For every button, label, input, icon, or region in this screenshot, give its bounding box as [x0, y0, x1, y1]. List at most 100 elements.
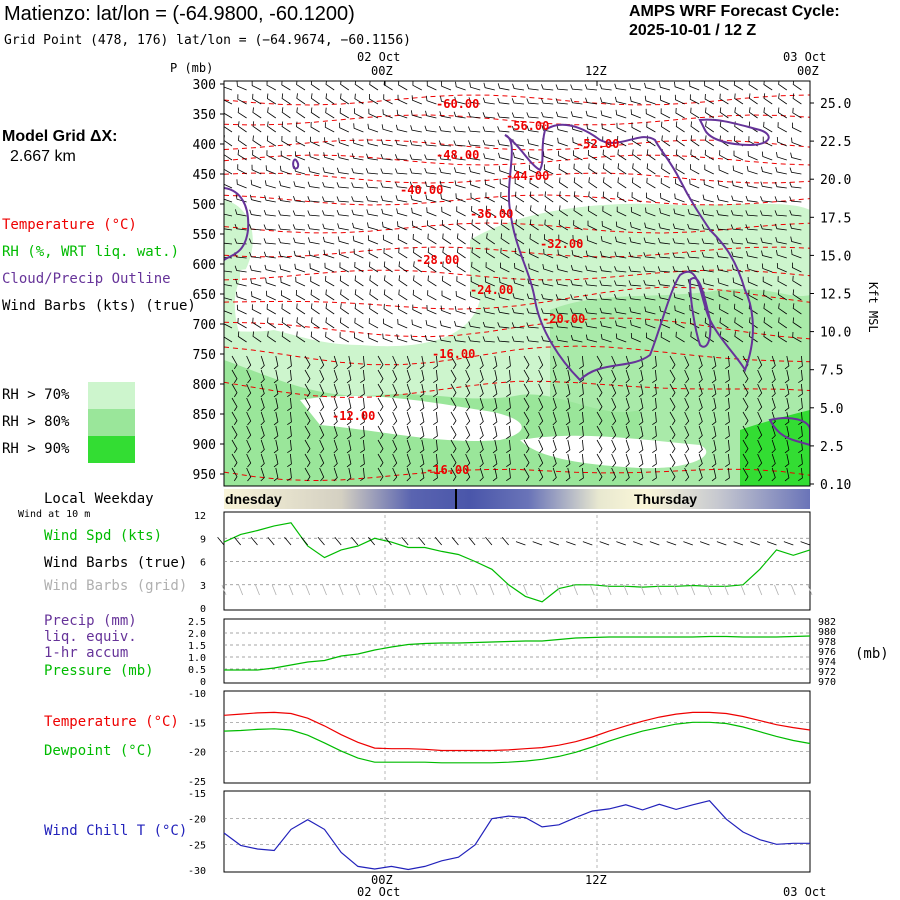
wind-barb — [625, 383, 630, 398]
wind-barb-grid — [673, 584, 679, 596]
wind-barb-grid — [656, 584, 662, 596]
wind-barb — [757, 383, 763, 398]
wind-barb — [616, 122, 627, 133]
kft-tick-label: 22.5 — [820, 135, 851, 150]
wind-barb — [231, 355, 238, 370]
wind-barb — [292, 210, 306, 217]
temperature-contour-label: -12.00 — [332, 409, 375, 423]
wind-barb — [365, 182, 379, 189]
wind-barb — [263, 251, 276, 259]
wind-barb — [616, 206, 627, 217]
wind-barb — [652, 397, 657, 412]
wind-barb — [526, 98, 539, 105]
wind-barb — [790, 152, 802, 161]
wind-barb — [224, 270, 233, 273]
wind-barb — [440, 193, 452, 203]
wind-barb — [281, 93, 291, 105]
panel-y-tick-label: 0.5 — [188, 665, 206, 676]
panel-y-tick-label: 0 — [200, 677, 206, 688]
wind-barb — [652, 453, 657, 468]
wind-barb — [354, 261, 364, 273]
wind-barb — [236, 304, 247, 315]
wind-barb — [570, 111, 583, 119]
wind-barb — [538, 425, 544, 440]
wind-barb — [237, 317, 247, 329]
wind-barb — [701, 238, 714, 245]
temperature-contour-label: -48.00 — [436, 148, 479, 162]
wind-barb — [742, 439, 749, 454]
temperature-legend: Temperature (°C) — [2, 217, 137, 233]
wind-barb — [310, 276, 320, 287]
panel-y-tick-label: 1.5 — [188, 641, 206, 652]
wind-barb — [383, 94, 393, 105]
wind-barb — [757, 425, 763, 440]
wind-barb — [319, 397, 325, 412]
wind-barb — [265, 165, 276, 175]
wind-barb — [625, 355, 630, 370]
wind-barb-grid — [238, 584, 244, 596]
wind-barb — [333, 439, 338, 454]
kft-tick-label: 20.0 — [820, 173, 851, 188]
wind-barb-grid — [707, 584, 712, 596]
wind-barb — [638, 411, 644, 426]
wind-barb — [572, 137, 583, 147]
wind-barb — [672, 252, 685, 259]
wind-barb — [263, 238, 276, 245]
wind-barb — [596, 397, 603, 412]
wind-barb — [784, 355, 790, 370]
wind-barb — [279, 165, 291, 175]
wind-barb — [555, 322, 568, 329]
wind-barb — [346, 355, 352, 370]
wind-barb — [439, 335, 452, 343]
wind-barb — [469, 179, 481, 189]
wind-barb — [742, 453, 749, 468]
wind-barb — [614, 266, 627, 273]
wind-barb — [235, 278, 247, 287]
wind-barb — [367, 123, 379, 133]
wind-barb — [304, 411, 311, 426]
panel-y-tick-label: -25 — [188, 777, 206, 788]
wind-barbs-legend: Wind Barbs (kts) (true) — [2, 298, 196, 314]
wind-barb-true — [217, 537, 225, 546]
wind-barb-grid — [640, 584, 645, 596]
pressure-tick-label: 950 — [193, 468, 216, 483]
wind-barb — [485, 192, 495, 203]
wind-barb — [763, 93, 773, 105]
wind-barb-grid — [271, 584, 277, 596]
wind-barb — [675, 318, 685, 329]
wind-barb — [231, 369, 238, 384]
wind-barb — [392, 425, 398, 440]
wind-barb — [471, 261, 481, 273]
wind-barb — [264, 180, 276, 189]
wind-barb — [659, 306, 671, 315]
wind-barb — [511, 336, 525, 343]
wind-barb — [646, 149, 656, 161]
wind-barb — [469, 291, 481, 301]
wind-barb — [308, 250, 320, 259]
temperature-contour-line — [224, 269, 810, 281]
wind-barb — [483, 153, 495, 161]
wind-barb — [465, 467, 471, 482]
wind-barb — [528, 263, 539, 273]
wind-barb — [296, 107, 306, 119]
wind-barb — [705, 107, 715, 119]
wind-barb — [538, 397, 544, 412]
temperature-contour-line — [224, 468, 810, 482]
temperature-contour-line — [224, 172, 810, 184]
model-grid-label: Model Grid ΔX: — [2, 128, 118, 145]
wind-barb — [506, 439, 511, 454]
wind-barb — [544, 191, 554, 203]
panel-y-tick-label: 1.0 — [188, 653, 206, 664]
wind-barb — [500, 262, 510, 273]
wind-barb — [719, 81, 729, 91]
wind-barb — [746, 166, 758, 175]
wind-barb — [479, 425, 484, 440]
wind-barb — [645, 319, 656, 329]
wind-barb — [734, 331, 744, 343]
wind-barb — [383, 289, 393, 301]
wind-barb — [339, 275, 350, 287]
wind-barb — [278, 237, 291, 245]
wind-barb — [757, 355, 763, 370]
wind-barb — [615, 221, 627, 231]
wind-barb — [224, 86, 233, 91]
